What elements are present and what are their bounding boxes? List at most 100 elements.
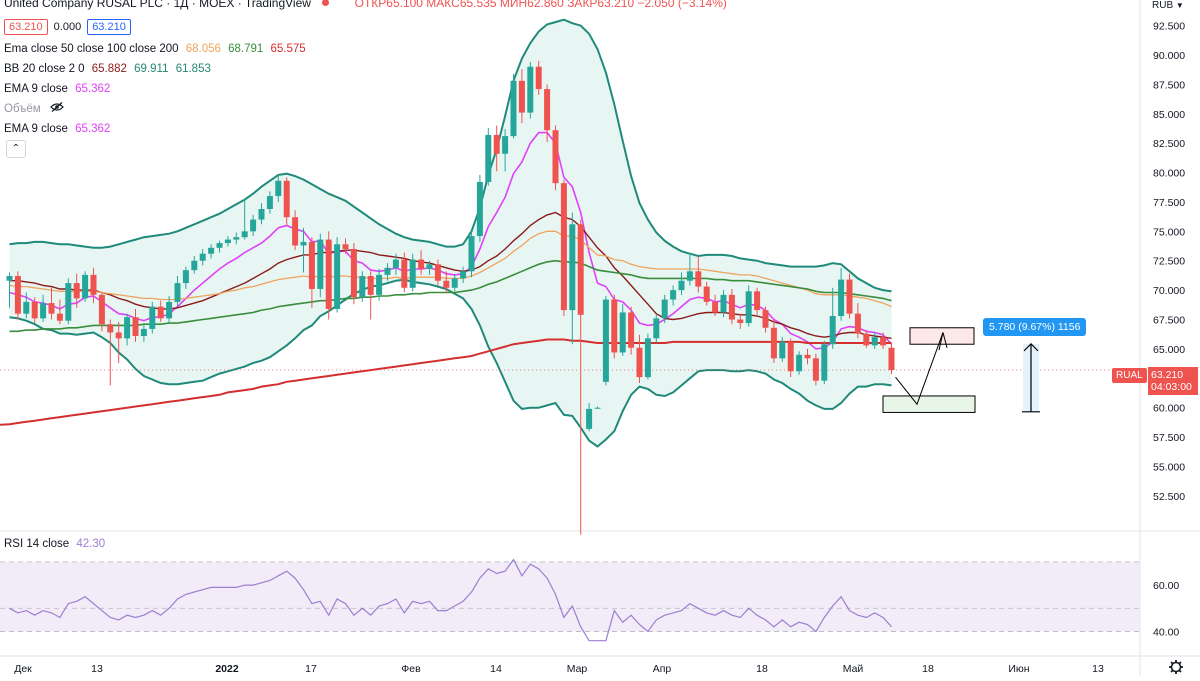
- candle: [535, 60, 542, 95]
- legend-bb[interactable]: BB 20 close 2 0 65.882 69.911 61.853: [4, 59, 211, 79]
- measure-label[interactable]: 5.780 (9.67%) 1156: [983, 318, 1087, 336]
- ema100-value: 68.791: [228, 43, 264, 55]
- candle-body: [124, 317, 131, 339]
- candle-body: [258, 209, 265, 220]
- candle: [577, 219, 584, 535]
- gear-icon-tooth: [1170, 661, 1174, 665]
- price-axis[interactable]: 92.500 90.000 87.500 85.000 82.500 80.000 77.5…: [1153, 21, 1185, 503]
- candle-body: [443, 280, 450, 288]
- candle-body: [804, 354, 811, 359]
- time-tick-label: Апр: [653, 663, 672, 675]
- candle-body: [6, 276, 13, 281]
- symbol-header: United Company RUSAL PLC · 1Д · MOEX · T…: [4, 0, 727, 10]
- last-price-tag: 63.210 04:03:00: [1148, 367, 1198, 395]
- rsi-pane[interactable]: 60.00 40.00: [0, 558, 1179, 642]
- candle: [527, 62, 534, 119]
- candle-body: [82, 274, 89, 299]
- candle-body: [787, 341, 794, 372]
- time-tick-label: 13: [91, 663, 103, 675]
- currency-selector[interactable]: RUB ▼: [1152, 0, 1184, 11]
- legend-ema9-2[interactable]: EMA 9 close 65.362: [4, 119, 110, 139]
- candle: [426, 260, 433, 275]
- line-ema-200: [0, 338, 892, 426]
- legend-ema-50-100-200[interactable]: Ema close 50 close 100 close 200 68.056 …: [4, 39, 306, 59]
- gear-icon-ring: [1170, 661, 1182, 673]
- arrow-head: [938, 332, 948, 351]
- bid-price-box[interactable]: 63.210: [4, 19, 48, 35]
- candle-body: [266, 196, 273, 210]
- candle: [367, 271, 374, 320]
- projection-arrow: [895, 332, 944, 406]
- candle-body: [586, 408, 593, 429]
- candle-body: [745, 291, 752, 324]
- ema9-value-2: 65.362: [75, 123, 111, 135]
- eye-off-icon[interactable]: [49, 102, 64, 115]
- candle: [384, 263, 391, 281]
- candle-body: [359, 276, 366, 298]
- candle-body: [241, 231, 248, 238]
- candle-body: [468, 236, 475, 272]
- candle: [107, 319, 114, 386]
- candle-body: [451, 278, 458, 288]
- ask-price-box[interactable]: 63.210: [87, 19, 131, 35]
- candle-body: [23, 301, 30, 314]
- line-ema-9: [9, 131, 893, 350]
- bb-basis-value: 65.882: [91, 63, 127, 75]
- price-tick-label: 80.000: [1153, 168, 1185, 180]
- candle: [636, 334, 643, 384]
- candle-body: [48, 303, 55, 314]
- candle-body: [821, 344, 828, 381]
- collapse-legend-button[interactable]: ⌃: [6, 140, 26, 158]
- candle-body: [569, 224, 576, 311]
- candle-body: [140, 328, 147, 336]
- candle: [720, 290, 727, 318]
- candle: [569, 212, 576, 345]
- candle-body: [779, 341, 786, 359]
- legend-volume[interactable]: Объём: [4, 99, 64, 119]
- candle: [586, 403, 593, 432]
- price-tick-label: 77.500: [1153, 197, 1185, 209]
- candle: [888, 342, 895, 375]
- candle-body: [577, 224, 584, 315]
- user-drawings[interactable]: [882, 327, 1040, 413]
- candle: [829, 287, 836, 349]
- candle: [678, 272, 685, 295]
- candle-body: [73, 283, 80, 299]
- candle: [275, 174, 282, 202]
- rsi-legend[interactable]: RSI 14 close 42.30: [4, 538, 105, 550]
- candle: [23, 292, 30, 319]
- candle-body: [728, 294, 735, 320]
- time-tick-label: Фев: [401, 663, 421, 675]
- time-tick-label: 18: [756, 663, 768, 675]
- candle: [552, 125, 559, 191]
- candle-body: [300, 241, 307, 246]
- candle: [98, 292, 105, 332]
- candle: [409, 253, 416, 292]
- candlesticks[interactable]: [6, 60, 895, 535]
- candle: [745, 285, 752, 327]
- legend-ema9-1[interactable]: EMA 9 close 65.362: [4, 79, 110, 99]
- candle-body: [98, 294, 105, 325]
- price-tick-label: 75.000: [1153, 226, 1185, 238]
- candle: [787, 338, 794, 378]
- candle: [762, 306, 769, 333]
- rsi-line: [9, 558, 892, 642]
- candle: [485, 127, 492, 186]
- ema9-value: 65.362: [75, 83, 111, 95]
- last-price: 63.210: [1151, 369, 1184, 381]
- candle: [191, 256, 198, 274]
- candle-body: [560, 183, 567, 311]
- candle-body: [401, 259, 408, 288]
- indicator-lines: [0, 18, 1140, 448]
- time-axis[interactable]: Дек 13 2022 17 Фев 14 Мар Апр 18 Май 18 Июн 13: [14, 660, 1183, 675]
- candle: [31, 297, 38, 324]
- candle: [476, 174, 483, 242]
- candle-body: [611, 299, 618, 353]
- candle: [300, 227, 307, 273]
- rsi-tick-label: 40.00: [1153, 626, 1179, 638]
- candle-body: [737, 319, 744, 324]
- candle-body: [854, 313, 861, 334]
- candle: [40, 294, 47, 322]
